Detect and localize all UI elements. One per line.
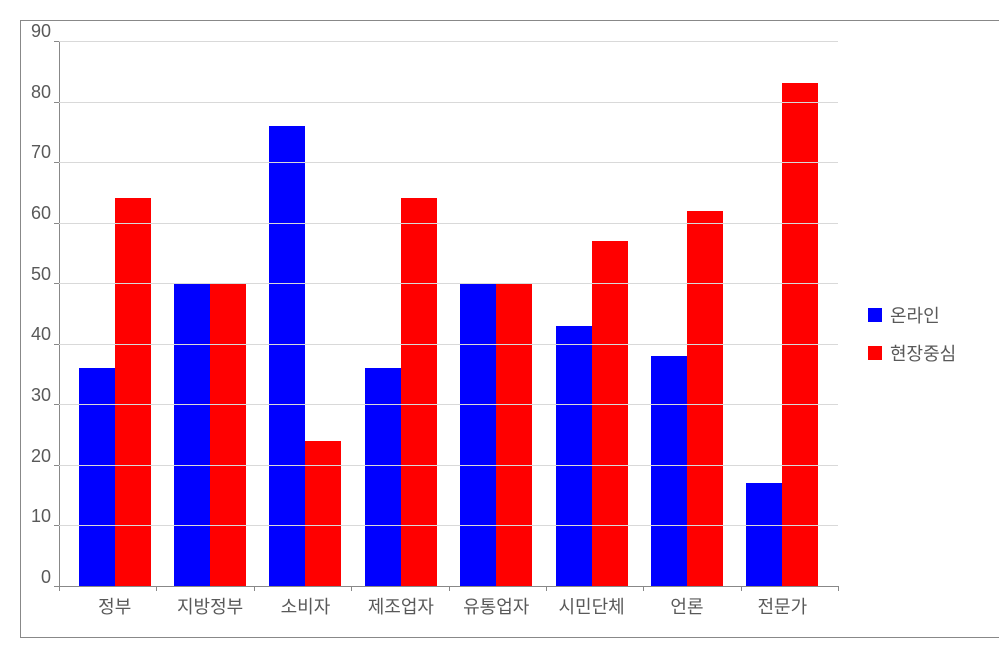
bar xyxy=(115,198,151,586)
y-tick-mark xyxy=(54,162,59,163)
x-axis-label: 유통업자 xyxy=(449,593,544,627)
x-axis-label: 지방정부 xyxy=(162,593,257,627)
x-axis: 정부지방정부소비자제조업자유통업자시민단체언론전문가 xyxy=(59,587,838,627)
bar xyxy=(556,326,592,586)
x-tick-mark xyxy=(254,586,255,591)
y-tick-mark xyxy=(54,283,59,284)
gridline xyxy=(59,283,838,284)
grid-area xyxy=(59,41,838,587)
x-tick-mark xyxy=(59,586,60,591)
legend-label: 현장중심 xyxy=(890,340,956,366)
bar xyxy=(174,283,210,586)
x-axis-label: 전문가 xyxy=(735,593,830,627)
gridline xyxy=(59,223,838,224)
plot-area: 9080706050403020100 정부지방정부소비자제조업자유통업자시민단… xyxy=(31,41,838,627)
bar xyxy=(79,368,115,586)
chart-container: 9080706050403020100 정부지방정부소비자제조업자유통업자시민단… xyxy=(20,20,999,638)
gridline xyxy=(59,102,838,103)
y-tick-mark xyxy=(54,465,59,466)
bar xyxy=(365,368,401,586)
x-tick-mark xyxy=(838,586,839,591)
y-tick-mark xyxy=(54,404,59,405)
gridline xyxy=(59,41,838,42)
y-tick-mark xyxy=(54,223,59,224)
x-tick-mark xyxy=(546,586,547,591)
x-tick-mark xyxy=(741,586,742,591)
chart-body: 정부지방정부소비자제조업자유통업자시민단체언론전문가 xyxy=(59,41,838,627)
y-axis: 9080706050403020100 xyxy=(31,31,59,577)
y-tick-mark xyxy=(54,41,59,42)
legend-item: 온라인 xyxy=(868,302,998,328)
y-tick-mark xyxy=(54,102,59,103)
gridline xyxy=(59,525,838,526)
bar-group xyxy=(449,41,544,586)
bar xyxy=(746,483,782,586)
legend-label: 온라인 xyxy=(890,302,940,328)
bar xyxy=(651,356,687,586)
bar xyxy=(687,211,723,586)
x-axis-label: 제조업자 xyxy=(353,593,448,627)
legend: 온라인현장중심 xyxy=(838,41,998,627)
bar xyxy=(496,283,532,586)
bar xyxy=(592,241,628,586)
x-axis-label: 정부 xyxy=(67,593,162,627)
bar xyxy=(782,83,818,586)
x-axis-label: 시민단체 xyxy=(544,593,639,627)
bar-group xyxy=(162,41,257,586)
bar-group xyxy=(544,41,639,586)
bar-group xyxy=(639,41,734,586)
x-axis-label: 언론 xyxy=(639,593,734,627)
chart-inner: 9080706050403020100 정부지방정부소비자제조업자유통업자시민단… xyxy=(31,41,998,627)
x-tick-mark xyxy=(643,586,644,591)
bar xyxy=(401,198,437,586)
bar-group xyxy=(735,41,830,586)
bar xyxy=(460,283,496,586)
bar-group xyxy=(353,41,448,586)
gridline xyxy=(59,344,838,345)
y-tick-mark xyxy=(54,344,59,345)
gridline xyxy=(59,162,838,163)
x-axis-label: 소비자 xyxy=(258,593,353,627)
legend-item: 현장중심 xyxy=(868,340,998,366)
x-tick-mark xyxy=(156,586,157,591)
gridline xyxy=(59,404,838,405)
y-tick-mark xyxy=(54,525,59,526)
bar-group xyxy=(258,41,353,586)
x-tick-mark xyxy=(351,586,352,591)
x-tick-mark xyxy=(449,586,450,591)
bar xyxy=(269,126,305,586)
legend-swatch xyxy=(868,346,882,360)
bar xyxy=(305,441,341,586)
legend-swatch xyxy=(868,308,882,322)
bars-row xyxy=(59,41,838,586)
gridline xyxy=(59,465,838,466)
bar-group xyxy=(67,41,162,586)
bar xyxy=(210,283,246,586)
